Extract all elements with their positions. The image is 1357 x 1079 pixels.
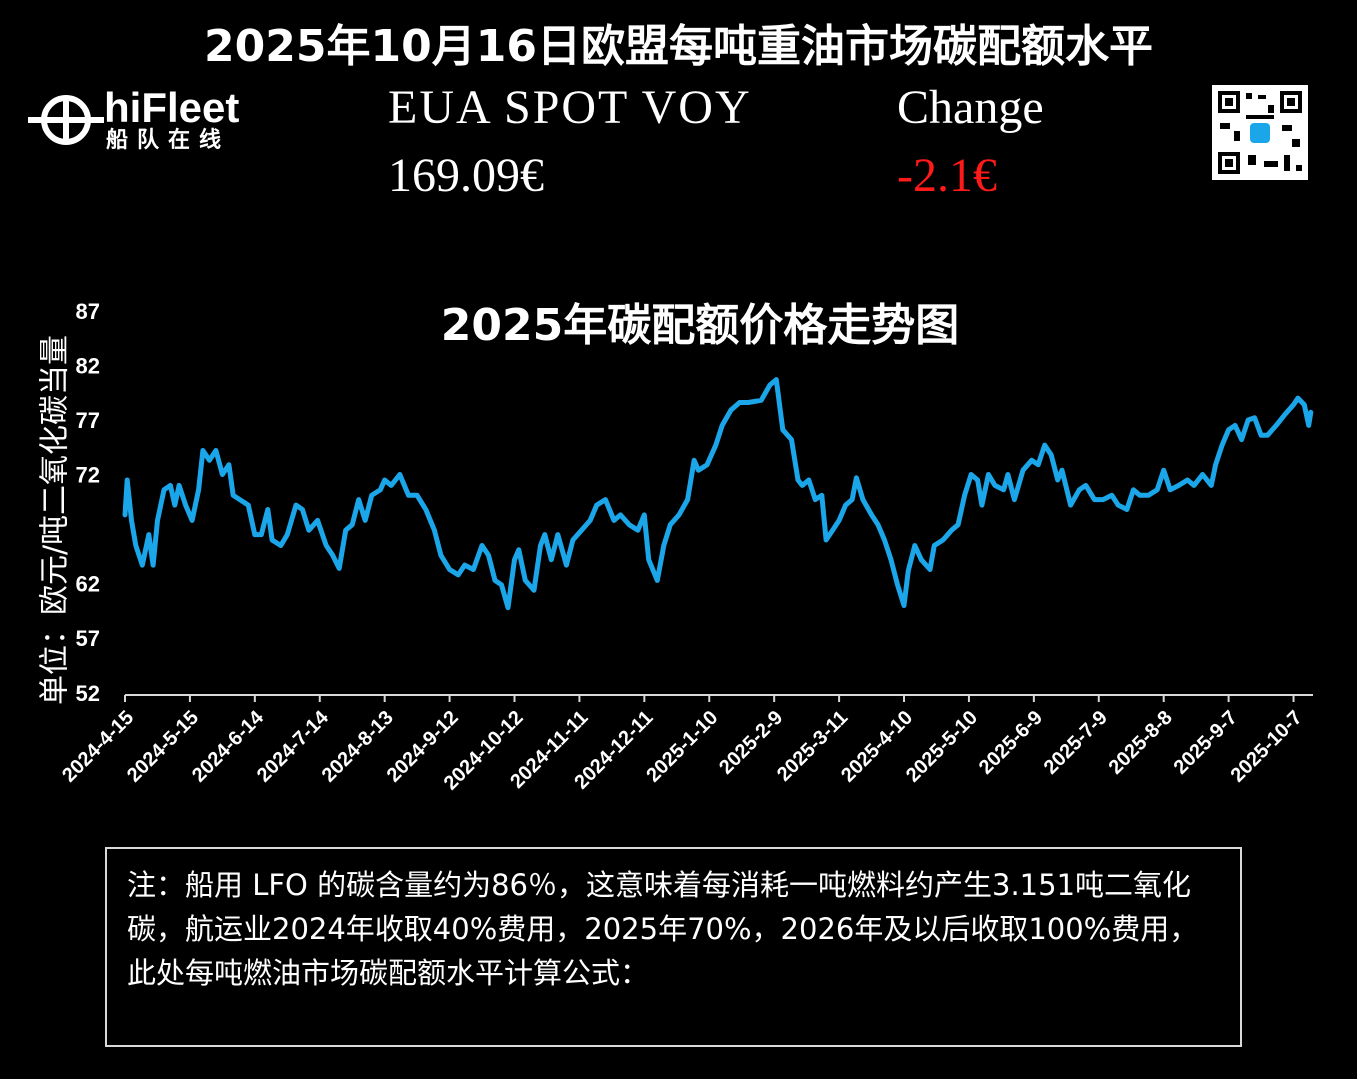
x-tick-label: 2025-8-8	[1105, 707, 1177, 779]
y-tick-label: 87	[76, 299, 100, 324]
y-tick-label: 62	[76, 572, 100, 597]
x-tick-label: 2025-7-9	[1040, 707, 1112, 779]
price: 169.09€	[388, 149, 544, 202]
qr-code	[1212, 85, 1308, 180]
price-line	[122, 377, 1314, 611]
x-tick-label: 2025-6-9	[975, 707, 1047, 779]
y-tick-label: 77	[76, 408, 100, 433]
chart: 2025年碳配额价格走势图 单位：欧元/吨二氧化碳当量 52 57 62 72 77 82…	[38, 299, 1314, 794]
change-label: Change	[897, 81, 1044, 134]
y-tick-label: 57	[76, 626, 100, 651]
chart-title: 2025年碳配额价格走势图	[441, 300, 959, 351]
change: -2.1€	[897, 149, 997, 202]
logo-subtitle: 船队在线	[106, 128, 231, 153]
title: 2025年10月16日欧盟每吨重油市场碳配额水平	[204, 21, 1153, 72]
price-label: EUA SPOT VOY	[388, 81, 752, 134]
note: 注：船用 LFO 的碳含量约为86％，这意味着每消耗一吨燃料约产生3.151吨二…	[105, 847, 1242, 1047]
x-tick-label: 2025-10-7	[1227, 707, 1307, 787]
y-tick-label: 52	[76, 681, 100, 706]
logo-name: hiFleet	[104, 84, 240, 131]
y-tick-label: 82	[76, 353, 100, 378]
logo-icon	[28, 95, 104, 145]
x-tick-label: 2025-5-10	[902, 707, 982, 787]
y-axis-label: 单位：欧元/吨二氧化碳当量	[38, 335, 73, 705]
x-tick-label: 2025-1-10	[642, 707, 722, 787]
y-tick-label: 72	[76, 463, 100, 488]
